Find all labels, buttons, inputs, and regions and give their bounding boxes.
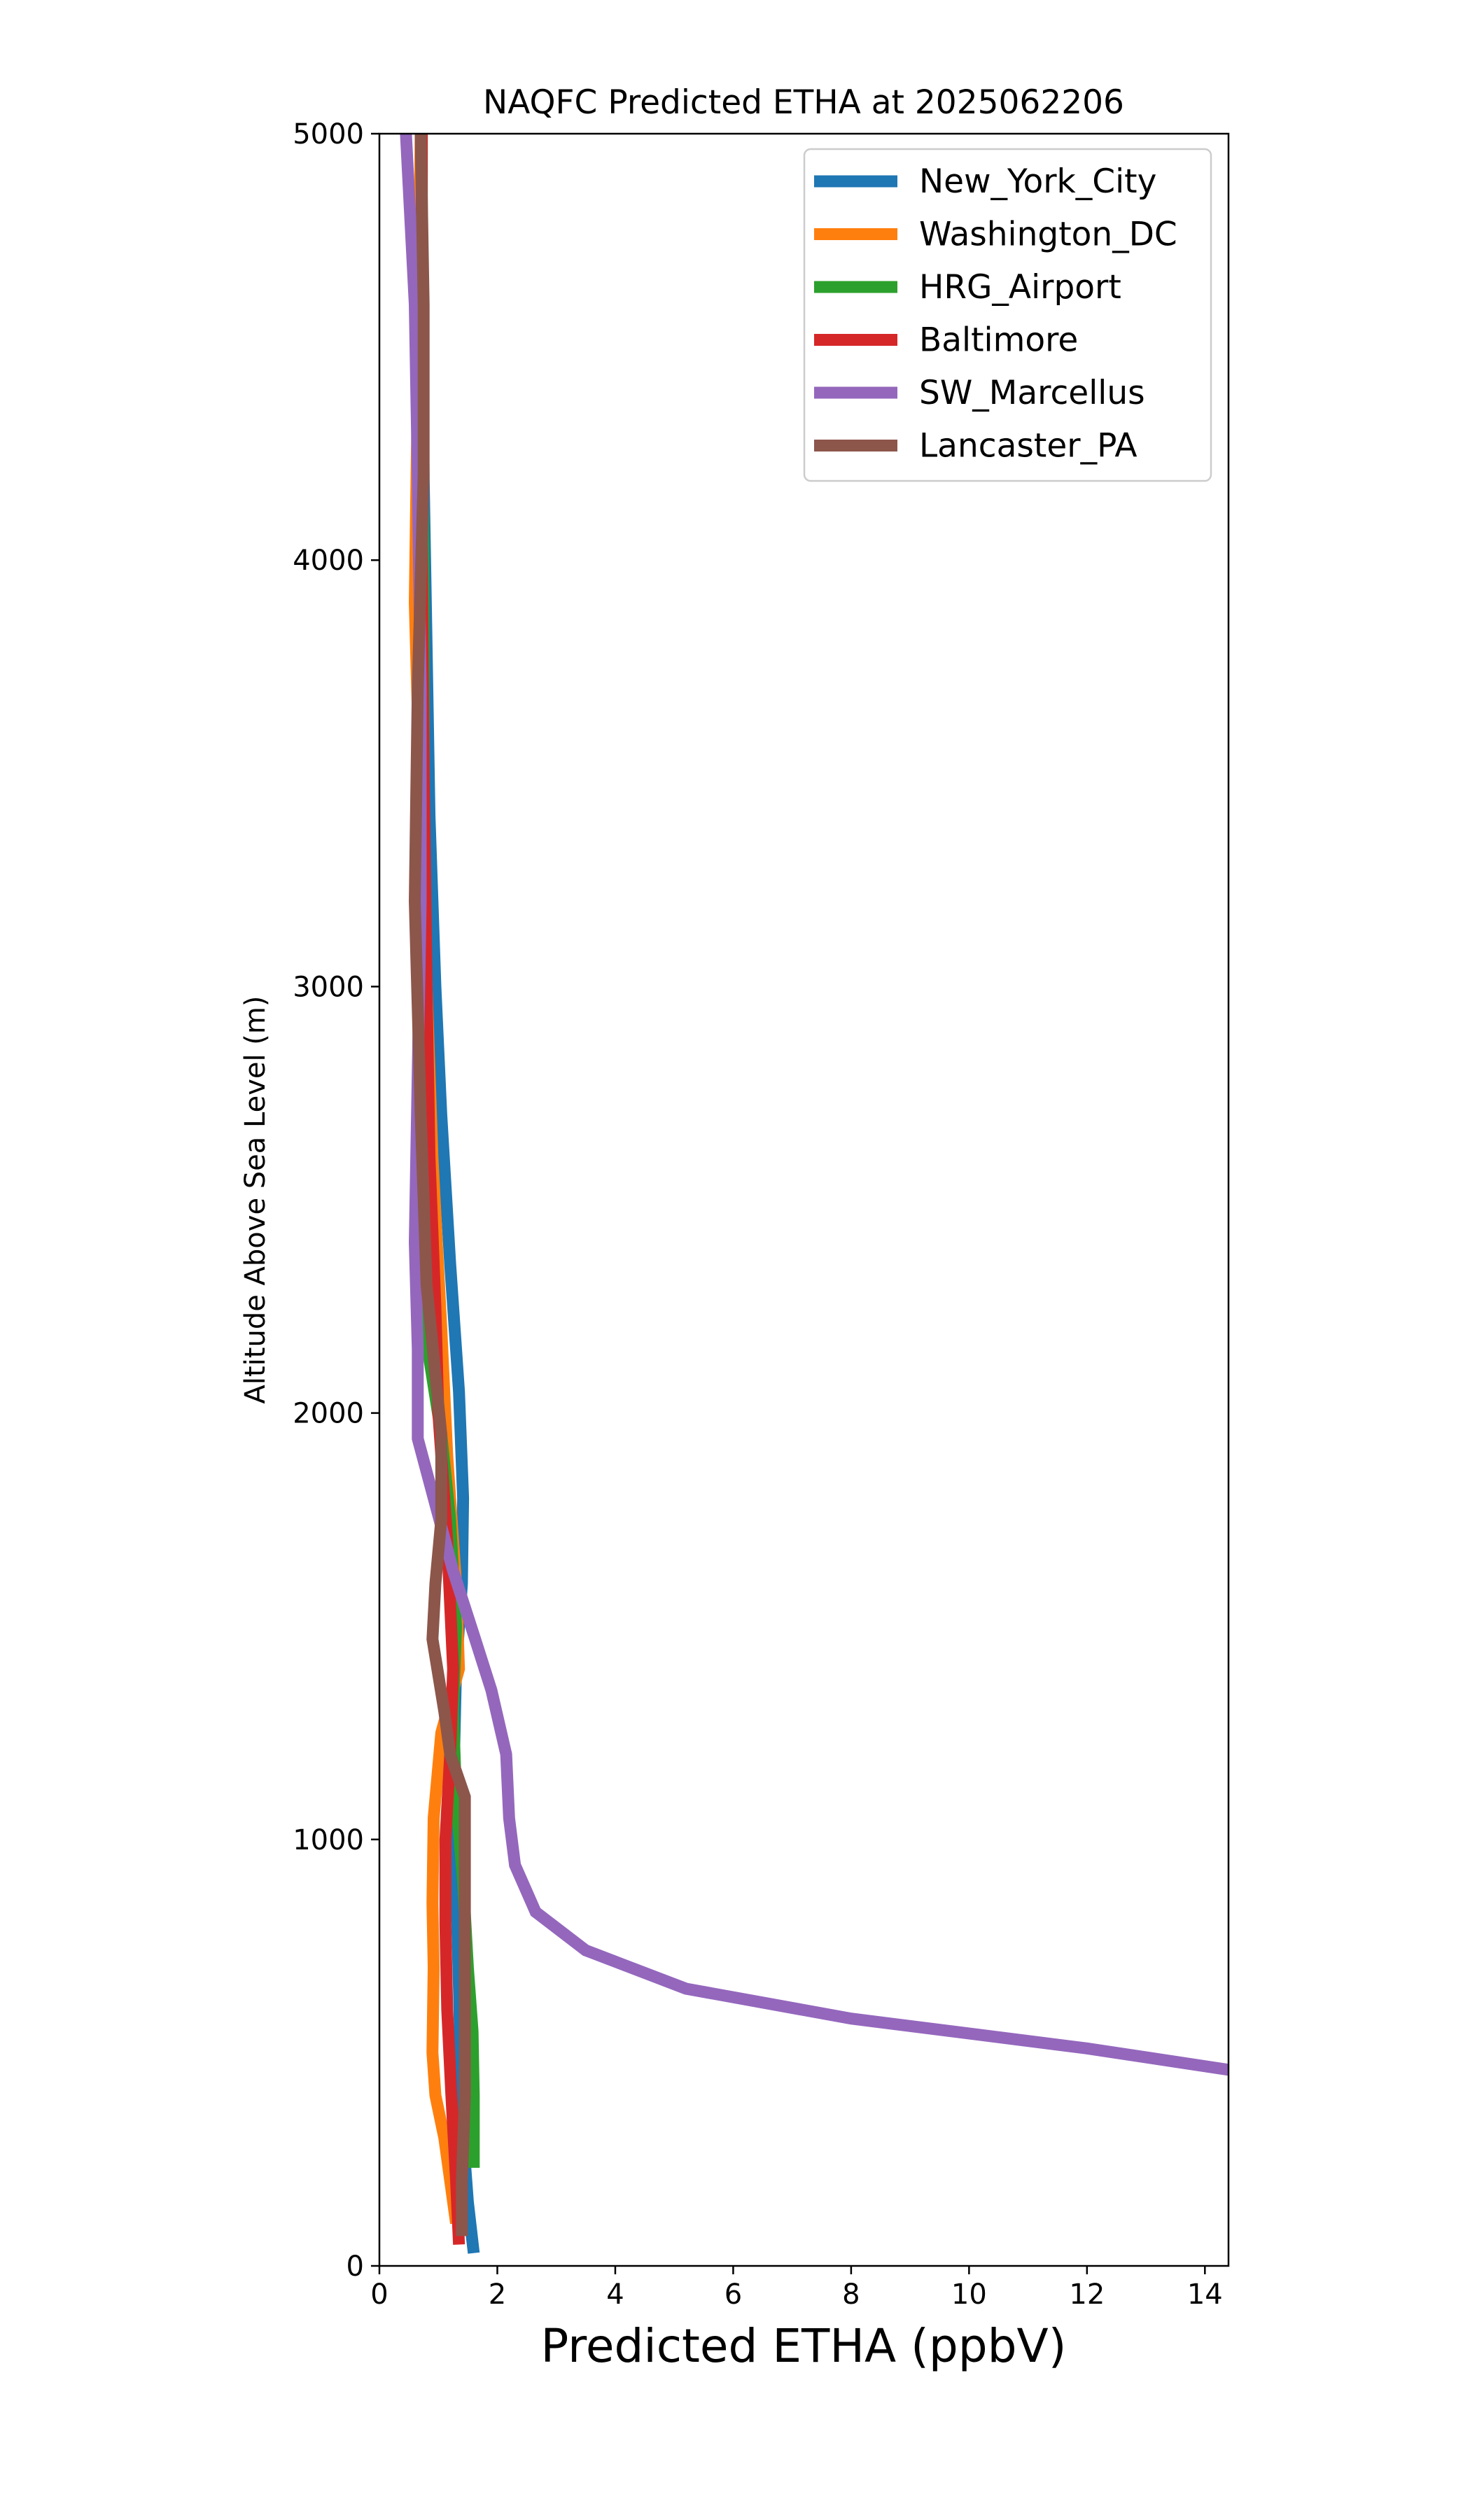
legend-label: New_York_City [919, 162, 1156, 201]
y-tick-label: 4000 [293, 545, 364, 577]
y-axis: 0 1000 2000 3000 4000 5000 [293, 118, 379, 2283]
x-tick-label: 6 [724, 2278, 742, 2311]
plot-area [400, 134, 1228, 2254]
y-axis-label: Altitude Above Sea Level (m) [239, 996, 272, 1404]
x-axis-label: Predicted ETHA (ppbV) [541, 2319, 1067, 2373]
y-tick-label: 5000 [293, 118, 364, 150]
legend-label: SW_Marcellus [919, 374, 1145, 412]
plot-frame [378, 132, 1230, 2267]
x-tick-label: 4 [606, 2278, 624, 2311]
legend-label: HRG_Airport [919, 268, 1121, 307]
legend-label: Lancaster_PA [919, 427, 1138, 465]
legend: New_York_City Washington_DC HRG_Airport Bal… [803, 148, 1212, 482]
legend-label: Washington_DC [919, 216, 1177, 254]
y-tick-label: 1000 [293, 1824, 364, 1856]
x-tick-label: 10 [951, 2278, 987, 2311]
y-tick-label: 3000 [293, 971, 364, 1003]
x-tick-label: 12 [1069, 2278, 1105, 2311]
x-tick-label: 14 [1187, 2278, 1223, 2311]
x-axis: 0 2 4 6 8 10 12 14 [370, 2266, 1223, 2311]
series-line-lancaster-pa [408, 134, 471, 2236]
x-tick-label: 8 [842, 2278, 860, 2311]
y-tick-label: 2000 [293, 1398, 364, 1430]
x-tick-label: 0 [370, 2278, 388, 2311]
legend-frame [803, 148, 1212, 482]
x-tick-label: 2 [489, 2278, 506, 2311]
y-tick-label: 0 [346, 2250, 364, 2283]
chart-title: NAQFC Predicted ETHA at 2025062206 [483, 83, 1124, 122]
legend-label: Baltimore [919, 321, 1078, 360]
